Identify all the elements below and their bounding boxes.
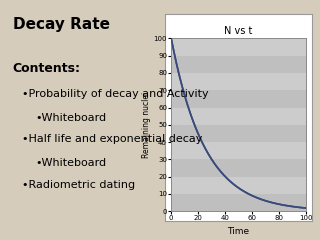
- Bar: [171, 38, 306, 56]
- Text: •Half life and exponential decay: •Half life and exponential decay: [22, 134, 203, 144]
- Text: •Probability of decay and Activity: •Probability of decay and Activity: [22, 89, 209, 99]
- Bar: [171, 90, 306, 108]
- Bar: [171, 194, 306, 211]
- Text: •Whiteboard: •Whiteboard: [35, 113, 106, 123]
- Bar: [171, 108, 306, 125]
- Bar: [171, 159, 306, 177]
- Bar: [171, 142, 306, 159]
- Bar: [171, 177, 306, 194]
- Title: N vs t: N vs t: [224, 26, 252, 36]
- Bar: [171, 73, 306, 90]
- Text: •Whiteboard: •Whiteboard: [35, 158, 106, 168]
- Y-axis label: Remaining nuclei: Remaining nuclei: [142, 92, 151, 158]
- Text: •Radiometric dating: •Radiometric dating: [22, 180, 136, 190]
- Text: Contents:: Contents:: [13, 62, 81, 75]
- X-axis label: Time: Time: [227, 227, 250, 236]
- Bar: [171, 125, 306, 142]
- Text: Decay Rate: Decay Rate: [13, 17, 110, 32]
- Bar: [171, 56, 306, 73]
